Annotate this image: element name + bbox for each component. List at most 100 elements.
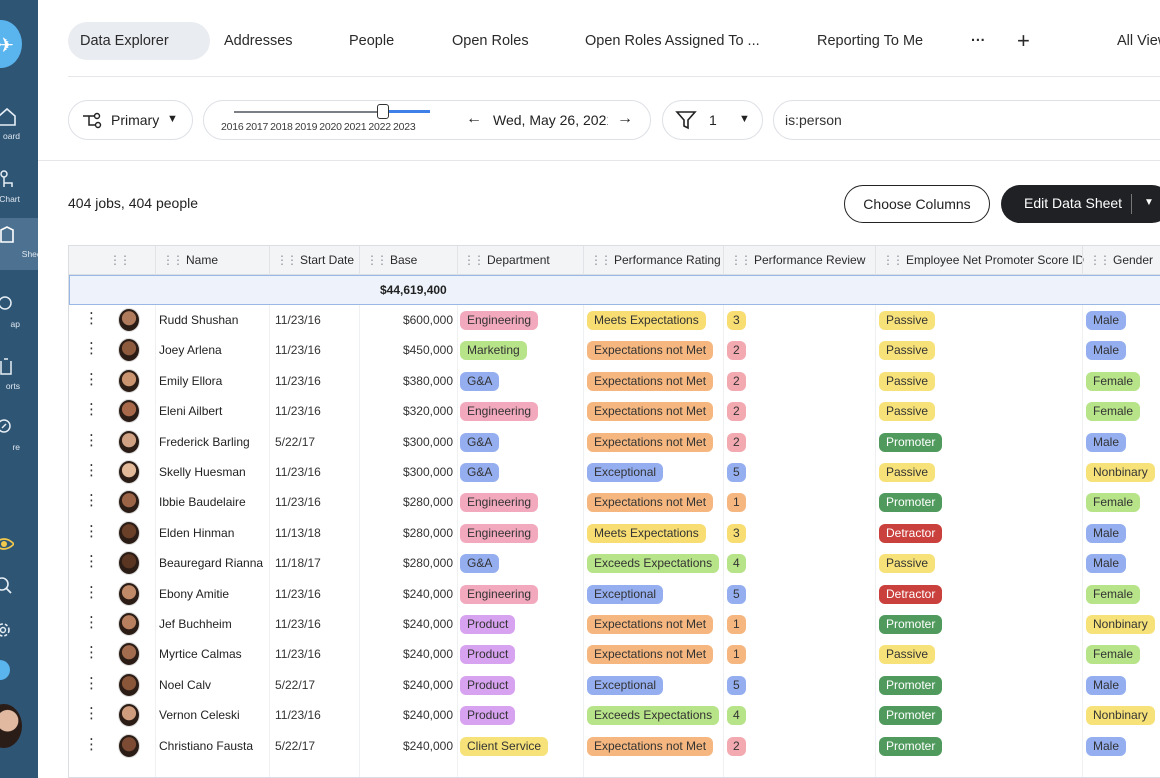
cell-name[interactable]: Myrtice Calmas (159, 647, 242, 662)
cell-start-date[interactable]: 5/22/17 (275, 677, 316, 692)
performance-rating-chip[interactable]: Expectations not Met (587, 371, 714, 391)
cell-base[interactable]: $320,000 (402, 404, 453, 419)
row-menu-icon[interactable]: ⋮ (84, 644, 99, 662)
column-header-name[interactable]: ⋮⋮ Name (162, 246, 218, 275)
cell-name[interactable]: Ibbie Baudelaire (159, 495, 246, 510)
year-label[interactable]: 2022 (368, 121, 391, 133)
sidebar-item-map[interactable]: ap (0, 288, 38, 340)
column-divider[interactable] (359, 246, 360, 275)
performance-rating-chip[interactable]: Expectations not Met (587, 402, 714, 422)
table-row[interactable]: ⋮ Christiano Fausta 5/22/17 $240,000 Client … (69, 731, 1160, 761)
cell-start-date[interactable]: 11/23/16 (275, 617, 321, 631)
cell-start-date[interactable]: 11/13/18 (275, 525, 321, 540)
department-chip[interactable]: Client Service (460, 736, 549, 756)
gender-chip[interactable]: Female (1086, 584, 1141, 604)
enps-chip[interactable]: Passive (879, 645, 936, 665)
column-header-department[interactable]: ⋮⋮ Department (463, 246, 550, 275)
table-row[interactable]: ⋮ Ebony Amitie 11/23/16 $240,000 Engineering… (69, 579, 1160, 609)
workspace-badge-icon[interactable] (0, 660, 10, 680)
cell-base[interactable]: $240,000 (402, 738, 453, 753)
cell-name[interactable]: Vernon Celeski (159, 708, 240, 723)
tab-open-roles[interactable]: Open Roles (452, 33, 529, 49)
cell-start-date[interactable]: 11/23/16 (275, 373, 321, 388)
performance-review-chip[interactable]: 2 (727, 402, 746, 422)
sidebar-item-explore[interactable]: re (0, 411, 38, 463)
search-query[interactable]: is:person (785, 112, 842, 128)
enps-chip[interactable]: Promoter (879, 706, 943, 726)
cell-start-date[interactable]: 5/22/17 (275, 434, 316, 449)
enps-chip[interactable]: Passive (879, 371, 936, 391)
performance-rating-chip[interactable]: Exceeds Expectations (587, 554, 720, 574)
user-avatar[interactable] (0, 704, 22, 748)
performance-review-chip[interactable]: 2 (727, 432, 746, 452)
gear-icon[interactable] (0, 620, 14, 640)
enps-chip[interactable]: Detractor (879, 584, 943, 604)
cell-name[interactable]: Jef Buchheim (159, 617, 232, 631)
department-chip[interactable]: G&A (460, 371, 500, 391)
avatar[interactable] (118, 368, 140, 393)
filter-button[interactable]: 1 ▼ (662, 100, 763, 140)
row-menu-icon[interactable]: ⋮ (84, 340, 99, 358)
performance-review-chip[interactable]: 2 (727, 371, 746, 391)
cell-base[interactable]: $300,000 (402, 465, 453, 479)
column-divider[interactable] (155, 246, 156, 275)
avatar[interactable] (118, 672, 140, 697)
tab-open-roles-assigned[interactable]: Open Roles Assigned To ... (585, 33, 760, 49)
enps-chip[interactable]: Promoter (879, 615, 943, 634)
cell-base[interactable]: $300,000 (402, 434, 453, 449)
row-menu-icon[interactable]: ⋮ (84, 370, 99, 388)
performance-rating-chip[interactable]: Expectations not Met (587, 493, 714, 513)
avatar[interactable] (118, 429, 140, 454)
column-header-start-date[interactable]: ⋮⋮ Start Date (276, 246, 354, 275)
cell-name[interactable]: Ebony Amitie (159, 586, 230, 601)
year-label[interactable]: 2018 (270, 121, 293, 133)
gender-chip[interactable]: Male (1086, 311, 1127, 330)
table-row[interactable]: ⋮ Eleni Ailbert 11/23/16 $320,000 Engineerin… (69, 396, 1160, 426)
table-row[interactable]: ⋮ Ibbie Baudelaire 11/23/16 $280,000 Enginee… (69, 487, 1160, 517)
gender-chip[interactable]: Female (1086, 371, 1141, 391)
gender-chip[interactable]: Male (1086, 432, 1127, 452)
chevron-down-icon[interactable]: ▼ (1144, 197, 1154, 208)
column-header-enps[interactable]: ⋮⋮ Employee Net Promoter Score ID (882, 246, 1084, 275)
cell-start-date[interactable]: 11/23/16 (275, 586, 321, 601)
performance-review-chip[interactable]: 2 (727, 736, 746, 756)
performance-rating-chip[interactable]: Expectations not Met (587, 645, 714, 665)
performance-review-chip[interactable]: 2 (727, 341, 746, 361)
app-logo[interactable]: ✈ (0, 20, 22, 68)
table-row[interactable]: ⋮ Elden Hinman 11/13/18 $280,000 Engineering… (69, 518, 1160, 548)
gender-chip[interactable]: Male (1086, 554, 1127, 574)
table-row[interactable]: ⋮ Myrtice Calmas 11/23/16 $240,000 Product Ex… (69, 639, 1160, 669)
department-chip[interactable]: Engineering (460, 493, 539, 513)
row-menu-icon[interactable]: ⋮ (84, 522, 99, 540)
enps-chip[interactable]: Detractor (879, 523, 943, 543)
row-menu-icon[interactable]: ⋮ (84, 431, 99, 449)
cell-base[interactable]: $450,000 (402, 343, 453, 358)
cell-start-date[interactable]: 11/23/16 (275, 495, 321, 510)
performance-review-chip[interactable]: 5 (727, 584, 746, 604)
avatar[interactable] (118, 703, 140, 728)
gender-chip[interactable]: Nonbinary (1086, 706, 1155, 726)
cell-base[interactable]: $280,000 (402, 556, 453, 571)
eye-icon[interactable] (0, 534, 14, 554)
cell-name[interactable]: Frederick Barling (159, 434, 250, 449)
cell-name[interactable]: Eleni Ailbert (159, 404, 223, 419)
add-tab-button[interactable]: + (1017, 28, 1030, 53)
department-chip[interactable]: G&A (460, 463, 500, 482)
cell-name[interactable]: Beauregard Rianna (159, 556, 264, 571)
timeline-track[interactable] (234, 111, 382, 113)
enps-chip[interactable]: Passive (879, 311, 936, 330)
column-header-performance-review[interactable]: ⋮⋮ Performance Review (730, 246, 865, 275)
sidebar-item-dashboard[interactable]: oard (0, 100, 38, 152)
cell-name[interactable]: Skelly Huesman (159, 465, 246, 479)
cell-start-date[interactable]: 11/23/16 (275, 313, 321, 327)
performance-rating-chip[interactable]: Exceeds Expectations (587, 706, 720, 726)
date-display[interactable]: Wed, May 26, 2021 (493, 112, 608, 128)
department-chip[interactable]: Engineering (460, 311, 539, 330)
row-menu-icon[interactable]: ⋮ (84, 462, 99, 479)
gender-chip[interactable]: Male (1086, 675, 1127, 695)
avatar[interactable] (118, 551, 140, 576)
department-chip[interactable]: Product (460, 675, 516, 695)
department-chip[interactable]: Product (460, 615, 516, 634)
cell-name[interactable]: Emily Ellora (159, 373, 223, 388)
performance-review-chip[interactable]: 1 (727, 615, 746, 634)
